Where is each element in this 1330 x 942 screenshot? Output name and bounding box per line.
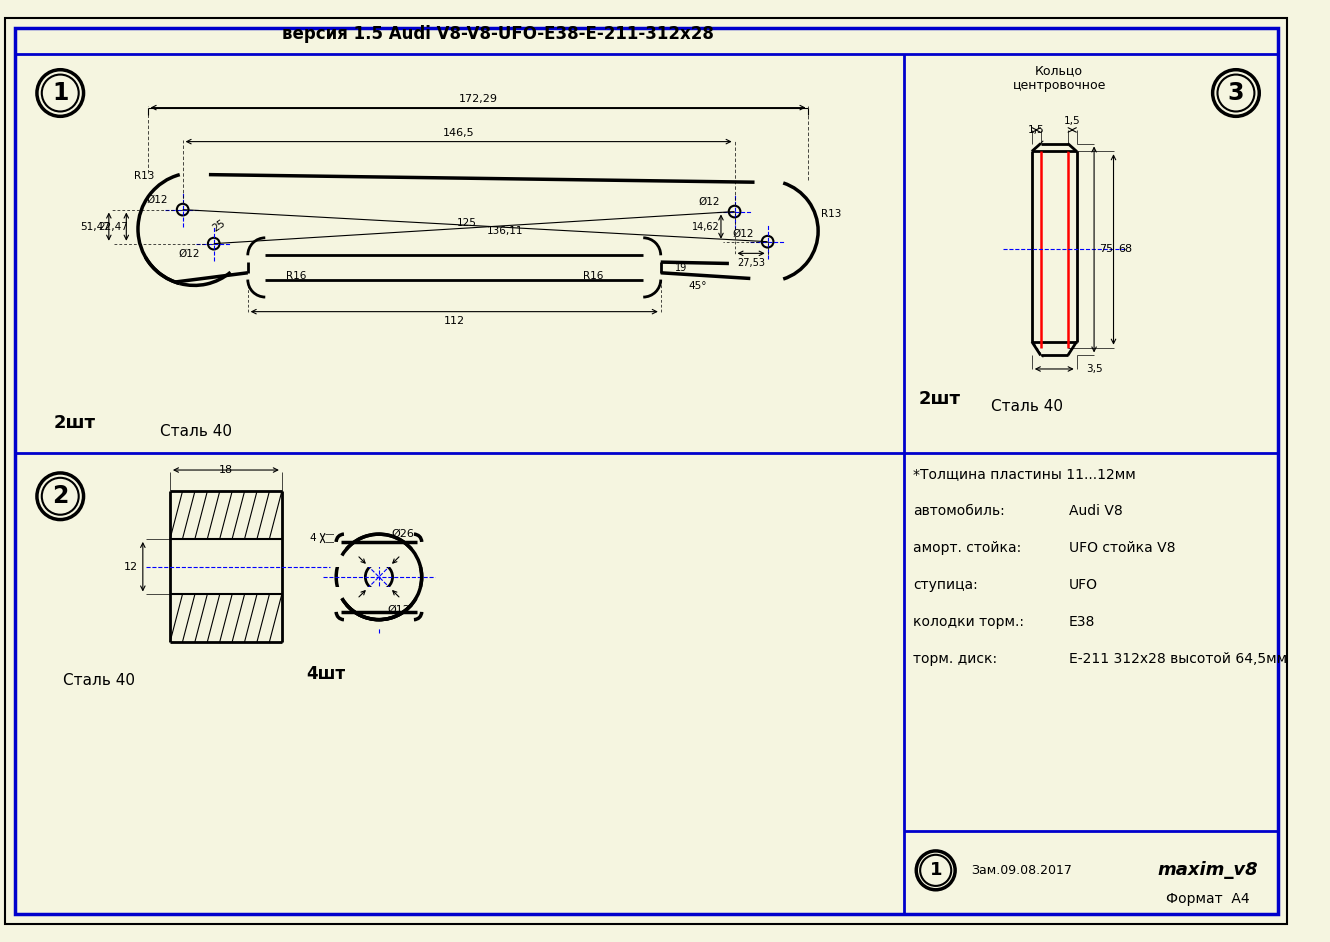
Text: 172,29: 172,29 xyxy=(459,94,497,104)
Text: 2шт: 2шт xyxy=(53,414,96,432)
Text: 45°: 45° xyxy=(689,282,708,291)
Text: Сталь 40: Сталь 40 xyxy=(161,424,233,439)
Text: Ø12: Ø12 xyxy=(387,605,410,615)
Text: R13: R13 xyxy=(821,209,841,219)
Text: maxim_v8: maxim_v8 xyxy=(1157,861,1258,879)
Text: R16: R16 xyxy=(286,270,306,281)
Text: 146,5: 146,5 xyxy=(443,128,475,138)
Text: Ø26: Ø26 xyxy=(392,529,415,539)
Bar xyxy=(334,514,427,567)
Text: Ø12: Ø12 xyxy=(698,197,720,207)
Text: Кольцо
центровочное: Кольцо центровочное xyxy=(1012,64,1105,92)
Text: 112: 112 xyxy=(444,317,464,326)
Text: R16: R16 xyxy=(583,270,602,281)
Text: Е-211 312х28 высотой 64,5мм: Е-211 312х28 высотой 64,5мм xyxy=(1069,652,1287,666)
Text: Ø12: Ø12 xyxy=(733,229,754,239)
Text: R13: R13 xyxy=(133,171,154,181)
Text: UFO стойка V8: UFO стойка V8 xyxy=(1069,541,1176,555)
Text: 2шт: 2шт xyxy=(918,390,960,408)
Text: автомобиль:: автомобиль: xyxy=(914,504,1005,518)
Text: ступица:: ступица: xyxy=(914,577,978,592)
Text: торм. диск:: торм. диск: xyxy=(914,652,998,666)
Text: 51,47: 51,47 xyxy=(80,221,110,232)
Text: 1: 1 xyxy=(52,81,68,105)
Text: Формат  А4: Формат А4 xyxy=(1166,892,1250,906)
Text: 75: 75 xyxy=(1099,245,1113,254)
Text: 14,62: 14,62 xyxy=(692,221,720,232)
Text: 3,5: 3,5 xyxy=(1085,364,1103,374)
Text: 19: 19 xyxy=(676,263,688,273)
Text: 27,53: 27,53 xyxy=(737,258,765,268)
Text: 25: 25 xyxy=(210,219,227,234)
Text: Ø12: Ø12 xyxy=(146,195,168,205)
Text: Сталь 40: Сталь 40 xyxy=(991,399,1063,414)
Text: Audi V8: Audi V8 xyxy=(1069,504,1123,518)
Text: 3: 3 xyxy=(1228,81,1244,105)
Bar xyxy=(334,587,427,629)
Text: 1,5: 1,5 xyxy=(1028,125,1044,135)
Text: 12: 12 xyxy=(124,561,138,572)
Text: Ø12: Ø12 xyxy=(178,249,201,258)
Text: 4шт: 4шт xyxy=(306,665,344,683)
Text: Зам.09.08.2017: Зам.09.08.2017 xyxy=(972,864,1072,877)
Text: аморт. стойка:: аморт. стойка: xyxy=(914,541,1021,555)
Text: 2: 2 xyxy=(52,484,68,509)
Text: колодки торм.:: колодки торм.: xyxy=(914,614,1024,628)
Text: *Толщина пластины 11...12мм: *Толщина пластины 11...12мм xyxy=(914,467,1136,481)
Text: 4: 4 xyxy=(310,533,317,543)
Text: Е38: Е38 xyxy=(1069,614,1095,628)
Text: 1,5: 1,5 xyxy=(1064,116,1080,126)
Text: версия 1.5 Audi V8-V8-UFO-E38-E-211-312x28: версия 1.5 Audi V8-V8-UFO-E38-E-211-312x… xyxy=(282,24,714,42)
Text: Сталь 40: Сталь 40 xyxy=(63,674,136,689)
Text: 68: 68 xyxy=(1119,245,1132,254)
Text: 22,47: 22,47 xyxy=(98,221,128,232)
Text: UFO: UFO xyxy=(1069,577,1097,592)
Text: 18: 18 xyxy=(219,465,233,475)
Text: 1: 1 xyxy=(930,861,942,879)
Text: 136,11: 136,11 xyxy=(487,226,524,236)
Text: 125: 125 xyxy=(456,219,476,228)
